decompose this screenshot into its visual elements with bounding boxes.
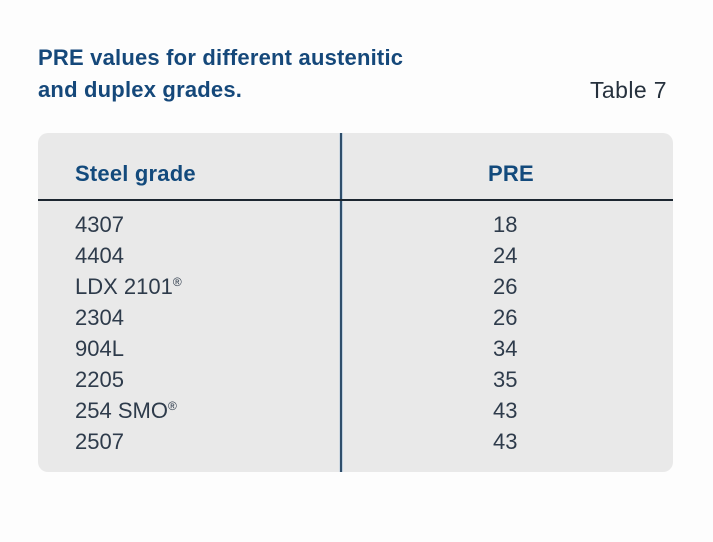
table-header-row: Steel grade PRE [38,133,673,201]
steel-grade-text: 4404 [75,242,124,268]
table-body: 4307 18 4404 24 LDX 2101® 26 2304 26 904… [38,201,673,457]
steel-grade-text: 2304 [75,304,124,330]
pre-value-cell: 35 [493,366,518,392]
steel-grade-text: 904L [75,335,124,361]
steel-grade-cell: 904L [38,336,340,362]
page-title: PRE values for different austenitic and … [38,42,403,106]
page-title-line2: and duplex grades. [38,77,243,102]
steel-grade-cell: 254 SMO® [38,398,340,424]
pre-value-cell: 34 [493,335,518,361]
pre-value-cell: 18 [493,211,518,237]
column-divider-line [340,133,342,472]
steel-grade-cell: 4307 [38,212,340,238]
steel-grade-cell: LDX 2101® [38,274,340,300]
pre-value-cell: 24 [493,242,518,268]
steel-grade-cell: 4404 [38,243,340,269]
steel-grade-text: LDX 2101 [75,273,173,299]
steel-grade-cell: 2304 [38,305,340,331]
table-row: 2507 43 [38,426,673,457]
page-title-line1: PRE values for different austenitic [38,45,404,70]
table-row: 2205 35 [38,364,673,395]
table-row: 4404 24 [38,240,673,271]
steel-grade-text: 254 SMO [75,397,168,423]
pre-values-table: Steel grade PRE 4307 18 4404 24 LDX 2101… [38,133,673,472]
steel-grade-cell: 2205 [38,367,340,393]
table-row: 2304 26 [38,302,673,333]
pre-value-cell: 43 [493,428,518,454]
steel-grade-text: 4307 [75,211,124,237]
table-row: 904L 34 [38,333,673,364]
steel-grade-text: 2507 [75,428,124,454]
table-row: LDX 2101® 26 [38,271,673,302]
steel-grade-text: 2205 [75,366,124,392]
table-caption-number: Table 7 [590,77,667,103]
table-row: 254 SMO® 43 [38,395,673,426]
steel-grade-cell: 2507 [38,429,340,455]
registered-trademark-mark: ® [167,398,177,413]
table-row: 4307 18 [38,209,673,240]
pre-value-cell: 26 [493,304,518,330]
column-header-pre: PRE [488,161,534,186]
pre-value-cell: 26 [493,273,518,299]
column-header-steel-grade: Steel grade [75,161,196,186]
registered-trademark-mark: ® [172,274,182,289]
pre-value-cell: 43 [493,397,518,423]
